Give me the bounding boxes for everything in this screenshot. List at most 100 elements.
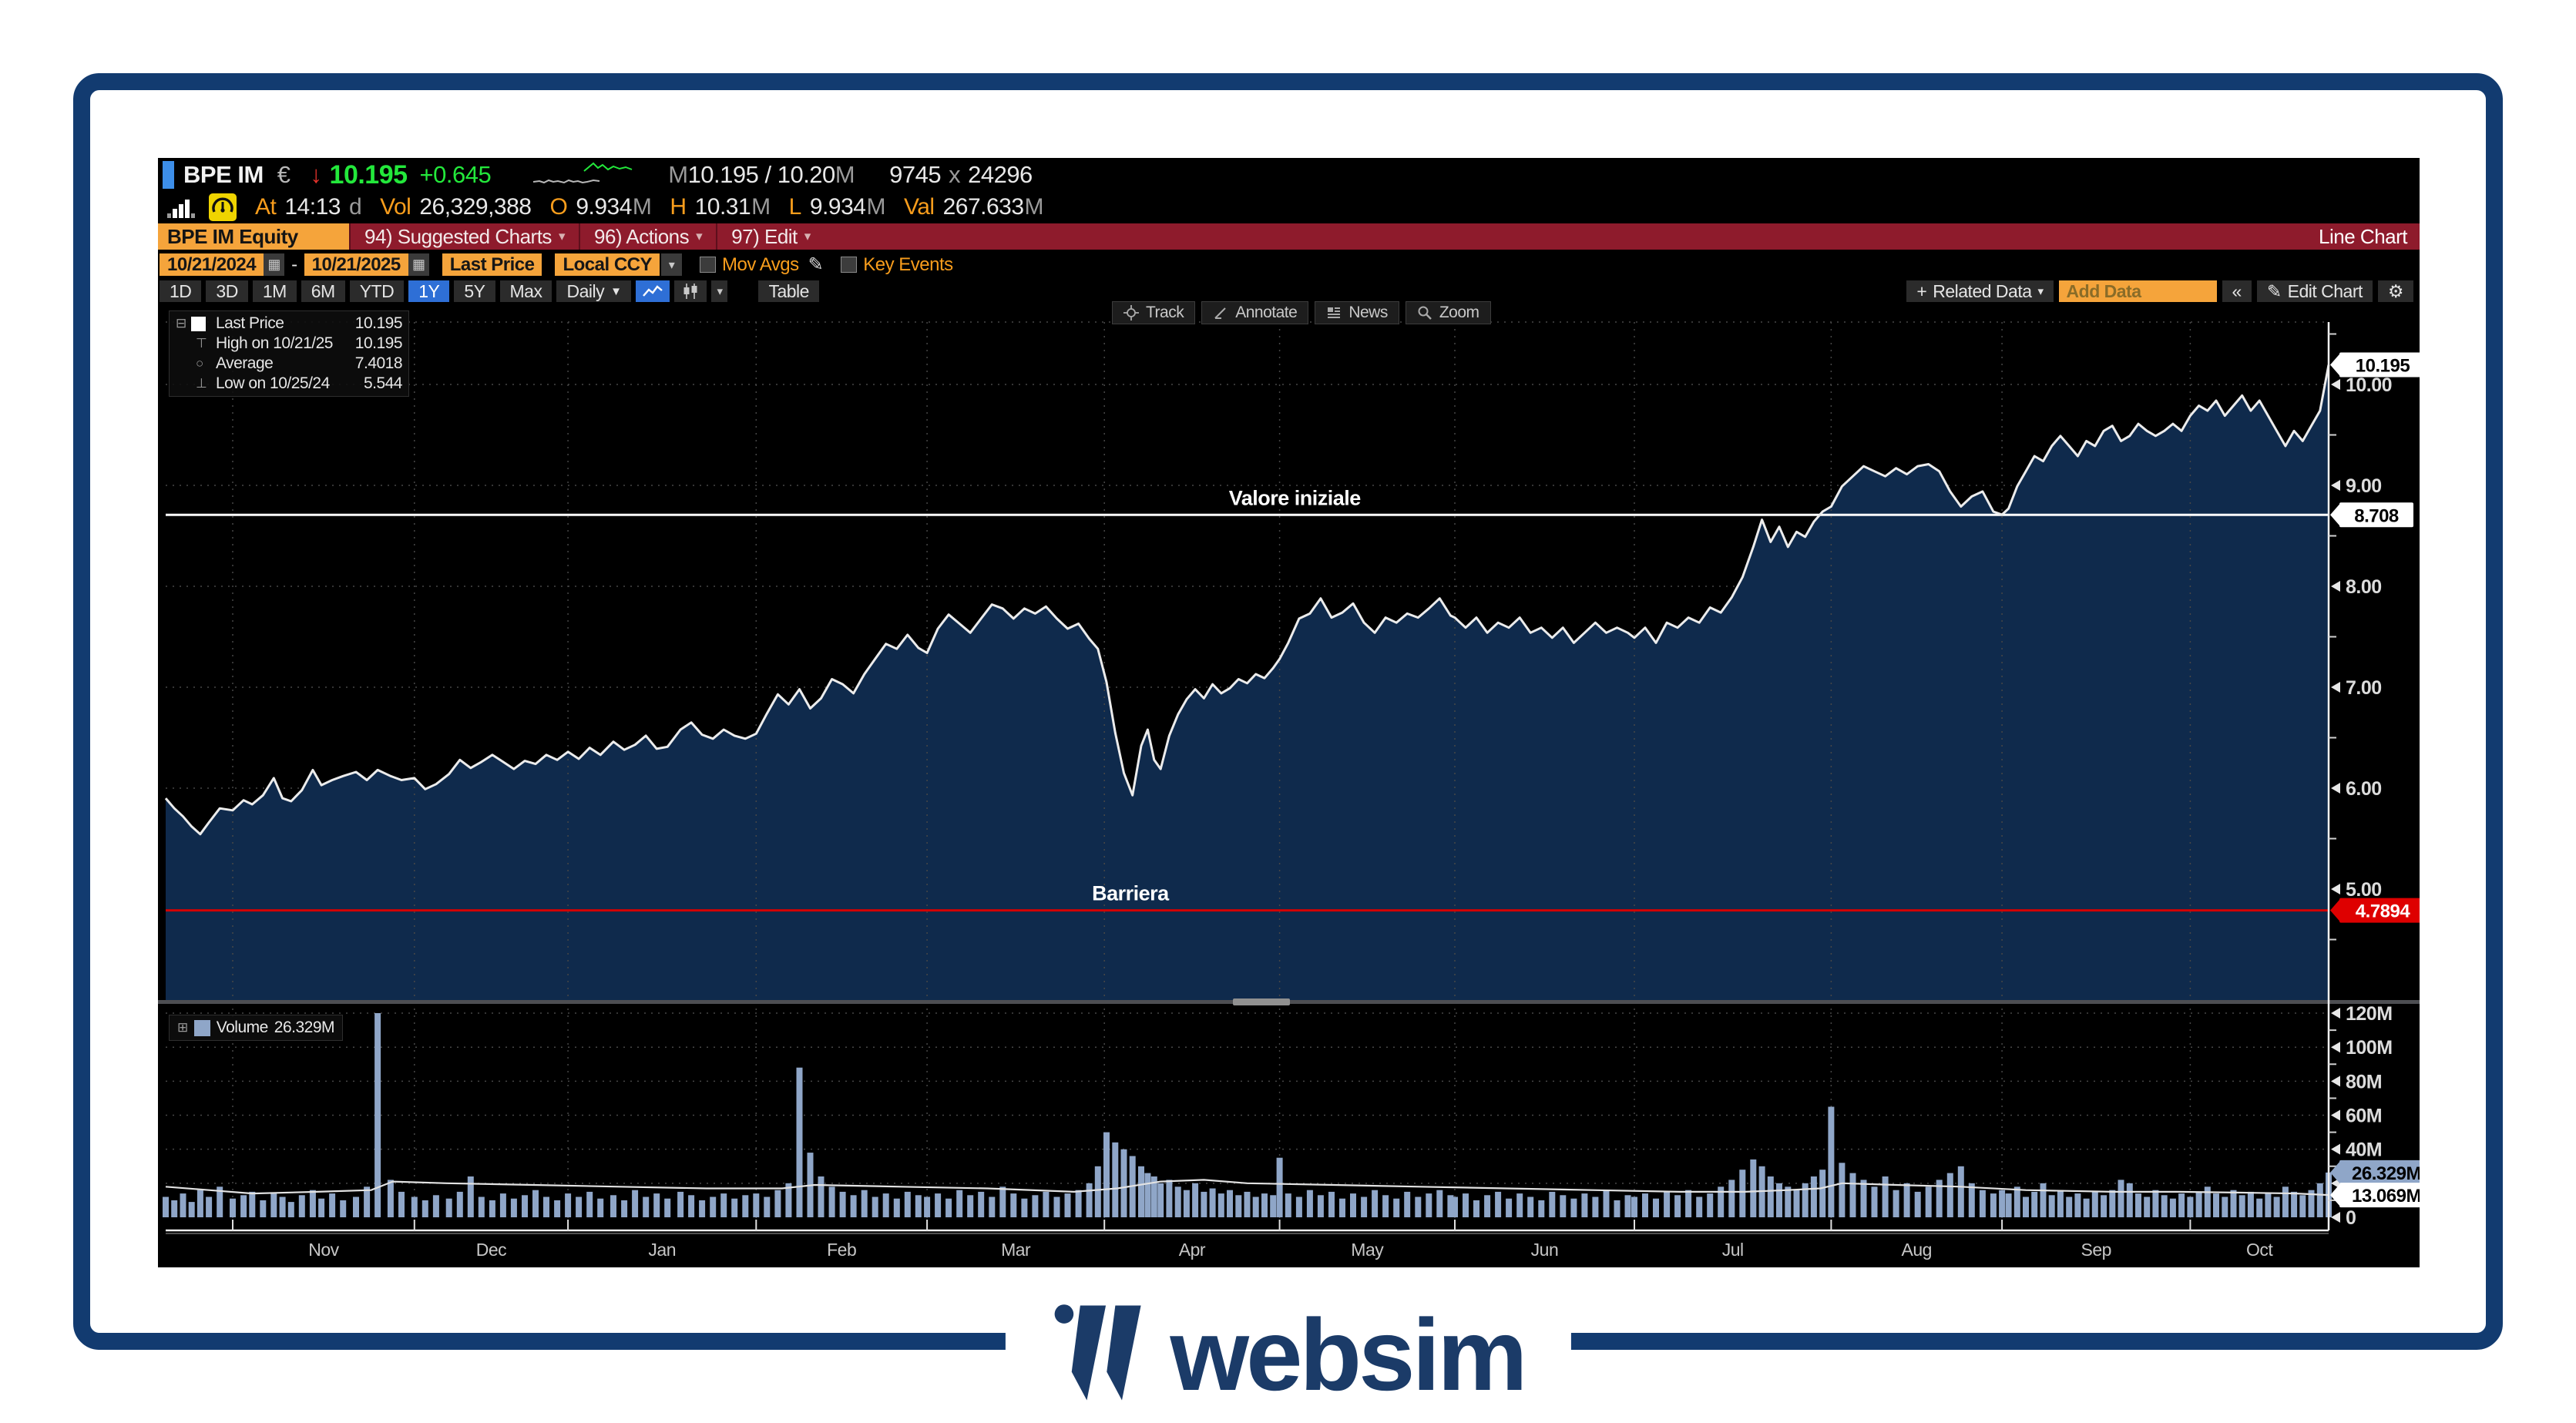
legend-value: 5.544 xyxy=(363,374,403,392)
candlestick-icon xyxy=(683,284,697,299)
svg-text:80M: 80M xyxy=(2346,1071,2382,1092)
frequency-select[interactable]: Daily ▼ xyxy=(556,280,632,302)
legend-row-low: ⊥ Low on 10/25/24 5.544 xyxy=(176,374,403,394)
chart-type-more-button[interactable]: ▾ xyxy=(711,280,728,302)
price-change: +0.645 xyxy=(419,161,492,188)
candle-chart-type-button[interactable] xyxy=(674,280,707,302)
svg-text:10.00: 10.00 xyxy=(2346,374,2392,396)
svg-text:0: 0 xyxy=(2346,1207,2356,1229)
frame-border xyxy=(73,73,2503,1350)
svg-text:100M: 100M xyxy=(2346,1037,2393,1059)
key-events-checkbox[interactable] xyxy=(841,257,858,273)
chart-settings-button[interactable]: ⚙ xyxy=(2377,280,2413,302)
high-label: H xyxy=(670,194,687,220)
low-suffix: M xyxy=(866,194,885,220)
period-1d[interactable]: 1D xyxy=(160,280,202,302)
svg-text:8.00: 8.00 xyxy=(2346,576,2382,598)
period-3d[interactable]: 3D xyxy=(206,280,248,302)
svg-text:6.00: 6.00 xyxy=(2346,778,2382,800)
chevron-down-icon: ▼ xyxy=(610,284,622,298)
svg-text:Sep: Sep xyxy=(2081,1240,2111,1260)
mov-avgs-label: Mov Avgs xyxy=(722,253,799,275)
menu-suggested-charts-label: 94) Suggested Charts xyxy=(364,224,552,248)
terminal-window: BPE IM € ↓ 10.195 +0.645 M 10.195 / 10.2… xyxy=(158,158,2420,1267)
currency-select[interactable]: Local CCY xyxy=(555,253,660,276)
calendar-icon[interactable]: ▦ xyxy=(264,253,285,276)
svg-text:9.00: 9.00 xyxy=(2346,475,2382,497)
volume-legend: ⊞ Volume 26.329M xyxy=(169,1015,344,1041)
menu-suggested-charts[interactable]: 94) Suggested Charts ▾ xyxy=(349,223,579,250)
period-1m[interactable]: 1M xyxy=(252,280,297,302)
date-to-input[interactable]: 10/21/2025 xyxy=(304,253,408,276)
collapse-button[interactable]: « xyxy=(2222,280,2252,302)
legend-row-last-price: ⊟ Last Price 10.195 xyxy=(176,314,403,334)
line-chart-icon xyxy=(643,285,663,297)
low-value: 9.934 xyxy=(809,194,866,220)
period-6m[interactable]: 6M xyxy=(301,280,345,302)
related-data-button[interactable]: + Related Data ▾ xyxy=(1906,280,2054,302)
svg-text:60M: 60M xyxy=(2346,1106,2382,1127)
pencil-icon[interactable]: ✎ xyxy=(808,254,824,275)
chart-toolbar: Track Annotate News xyxy=(1112,301,1491,324)
tree-expand-icon[interactable]: ⊞ xyxy=(177,1020,188,1035)
svg-text:10.195: 10.195 xyxy=(2356,355,2410,376)
track-button[interactable]: Track xyxy=(1112,301,1196,324)
legend-value: 7.4018 xyxy=(354,354,403,372)
low-marker-icon: ⊥ xyxy=(196,376,207,391)
news-button[interactable]: News xyxy=(1315,301,1399,324)
high-suffix: M xyxy=(751,194,771,220)
menu-edit[interactable]: 97) Edit ▾ xyxy=(716,223,825,250)
svg-text:Jul: Jul xyxy=(1722,1240,1744,1260)
vol-label: Vol xyxy=(380,194,411,220)
svg-text:Feb: Feb xyxy=(827,1240,856,1260)
news-label: News xyxy=(1348,304,1388,321)
line-chart-type-button[interactable] xyxy=(636,280,670,302)
volume-value: 26,329,388 xyxy=(419,194,532,220)
mov-avgs-checkbox[interactable] xyxy=(700,257,717,273)
date-from-input[interactable]: 10/21/2024 xyxy=(160,253,264,276)
average-marker-icon: ○ xyxy=(196,356,203,371)
zoom-button[interactable]: Zoom xyxy=(1405,301,1491,324)
crosshair-icon xyxy=(1123,305,1139,321)
edit-chart-label: Edit Chart xyxy=(2287,280,2363,301)
security-field[interactable]: BPE IM Equity xyxy=(158,223,349,250)
tree-collapse-icon[interactable]: ⊟ xyxy=(176,316,186,331)
cursor-block xyxy=(163,161,174,189)
period-ytd[interactable]: YTD xyxy=(349,280,405,302)
period-max[interactable]: Max xyxy=(499,280,552,302)
menu-actions[interactable]: 96) Actions ▾ xyxy=(578,223,716,250)
svg-text:5.00: 5.00 xyxy=(2346,879,2382,901)
legend-label: Last Price xyxy=(216,314,284,332)
delay-gauge-icon[interactable] xyxy=(209,193,237,221)
table-button[interactable]: Table xyxy=(758,280,819,302)
bid-ask-suffix: M xyxy=(835,161,855,188)
menu-actions-label: 96) Actions xyxy=(593,224,690,248)
related-data-label: Related Data xyxy=(1933,280,2032,301)
svg-text:120M: 120M xyxy=(2346,1003,2393,1025)
legend-row-high: ⊤ High on 10/21/25 10.195 xyxy=(176,334,403,354)
bid-ask: 10.195 / 10.20 xyxy=(687,161,836,188)
key-events-label: Key Events xyxy=(863,253,953,275)
low-label: L xyxy=(788,194,802,220)
period-1y[interactable]: 1Y xyxy=(408,280,450,302)
chevron-down-icon[interactable]: ▾ xyxy=(661,253,683,276)
volume-legend-value: 26.329M xyxy=(274,1019,335,1036)
add-data-input[interactable]: Add Data xyxy=(2058,280,2217,302)
annotate-button[interactable]: Annotate xyxy=(1201,301,1309,324)
edit-chart-button[interactable]: ✎ Edit Chart xyxy=(2256,280,2373,302)
price-chart-canvas[interactable]: Valore iniziale Barriera 10.00 9.00 8.00 7.00… xyxy=(158,308,2420,1267)
svg-text:4.7894: 4.7894 xyxy=(2356,901,2411,922)
ticker: BPE IM xyxy=(183,161,264,188)
period-5y[interactable]: 5Y xyxy=(454,280,495,302)
session-flag: d xyxy=(348,194,362,220)
at-label: At xyxy=(255,194,277,220)
calendar-icon[interactable]: ▦ xyxy=(408,253,429,276)
price-type-select[interactable]: Last Price xyxy=(442,253,542,276)
legend-label: Low on 10/25/24 xyxy=(216,374,330,392)
brand-name: websim xyxy=(1170,1298,1527,1411)
svg-text:40M: 40M xyxy=(2346,1139,2382,1161)
stats-row: At 14:13 d Vol 26,329,388 O 9.934 M H 10.… xyxy=(158,192,2420,223)
svg-text:Valore iniziale: Valore iniziale xyxy=(1229,486,1362,509)
down-arrow-icon: ↓ xyxy=(310,161,323,188)
